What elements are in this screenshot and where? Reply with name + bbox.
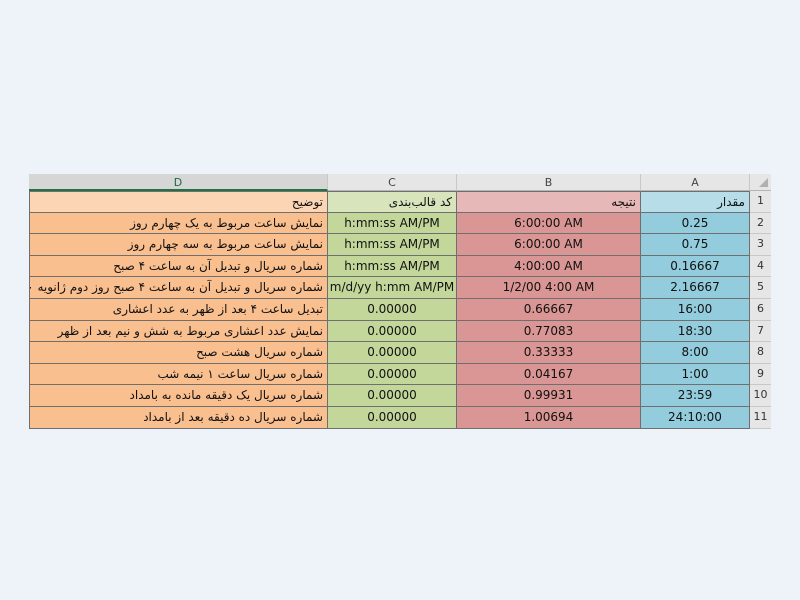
column-header-b[interactable]: B <box>457 174 641 191</box>
cell-c1[interactable]: کد قالب‌بندی <box>328 191 457 213</box>
cell-a1[interactable]: مقدار <box>641 191 750 213</box>
cell-d6[interactable]: تبدیل ساعت ۴ بعد از ظهر به عدد اعشاری <box>29 299 328 321</box>
cell-c2[interactable]: h:mm:ss AM/PM <box>328 212 457 235</box>
cell-a3[interactable]: 0.75 <box>641 234 750 256</box>
row-header-11[interactable]: 11 <box>750 407 771 429</box>
cell-c10[interactable]: 0.00000 <box>328 385 457 407</box>
column-header-a[interactable]: A <box>641 174 750 191</box>
cell-d10[interactable]: شماره سریال یک دقیقه مانده به بامداد <box>29 385 328 407</box>
cell-b4[interactable]: 4:00:00 AM <box>457 255 641 278</box>
cell-c7[interactable]: 0.00000 <box>328 320 457 343</box>
cell-a9[interactable]: 1:00 <box>641 363 750 386</box>
cell-a8[interactable]: 8:00 <box>641 342 750 364</box>
cell-b3[interactable]: 6:00:00 AM <box>457 234 641 256</box>
row-header-10[interactable]: 10 <box>750 385 771 407</box>
cell-d7[interactable]: نمایش عدد اعشاری مربوط به شش و نیم بعد ا… <box>29 320 328 343</box>
cell-b11[interactable]: 1.00694 <box>457 407 641 429</box>
row-header-9[interactable]: 9 <box>750 363 771 386</box>
cell-b7[interactable]: 0.77083 <box>457 320 641 343</box>
cell-b9[interactable]: 0.04167 <box>457 363 641 386</box>
row-header-1[interactable]: 1 <box>750 191 771 213</box>
row-header-8[interactable]: 8 <box>750 342 771 364</box>
cell-a2[interactable]: 0.25 <box>641 212 750 235</box>
row-header-5[interactable]: 5 <box>750 277 771 299</box>
cell-a10[interactable]: 23:59 <box>641 385 750 407</box>
cell-c6[interactable]: 0.00000 <box>328 299 457 321</box>
cell-c11[interactable]: 0.00000 <box>328 407 457 429</box>
cell-a7[interactable]: 18:30 <box>641 320 750 343</box>
cell-b6[interactable]: 0.66667 <box>457 299 641 321</box>
cell-c3[interactable]: h:mm:ss AM/PM <box>328 234 457 256</box>
cell-a6[interactable]: 16:00 <box>641 299 750 321</box>
row-header-7[interactable]: 7 <box>750 320 771 343</box>
cell-b1[interactable]: نتیجه <box>457 191 641 213</box>
cell-d11[interactable]: شماره سریال ده دقیقه بعد از بامداد <box>29 407 328 429</box>
cell-b2[interactable]: 6:00:00 AM <box>457 212 641 235</box>
cell-c4[interactable]: h:mm:ss AM/PM <box>328 255 457 278</box>
cell-b5[interactable]: 1/2/00 4:00 AM <box>457 277 641 299</box>
column-header-d[interactable]: D <box>29 174 328 191</box>
row-header-2[interactable]: 2 <box>750 212 771 235</box>
cell-d5[interactable]: شماره سریال و تبدیل آن به ساعت ۴ صبح روز… <box>29 277 328 299</box>
cell-c8[interactable]: 0.00000 <box>328 342 457 364</box>
cell-a4[interactable]: 0.16667 <box>641 255 750 278</box>
row-header-3[interactable]: 3 <box>750 234 771 256</box>
cell-d4[interactable]: شماره سریال و تبدیل آن به ساعت ۴ صبح <box>29 255 328 278</box>
cell-b8[interactable]: 0.33333 <box>457 342 641 364</box>
spreadsheet-grid: D C B A توضیح کد قالب‌بندی نتیجه مقدار 1 نمای… <box>29 174 771 429</box>
cell-d8[interactable]: شماره سریال هشت صبح <box>29 342 328 364</box>
cell-d1[interactable]: توضیح <box>29 191 328 213</box>
cell-c5[interactable]: m/d/yy h:mm AM/PM <box>328 277 457 299</box>
cell-a5[interactable]: 2.16667 <box>641 277 750 299</box>
select-all-corner[interactable] <box>750 174 771 191</box>
cell-d3[interactable]: نمایش ساعت مربوط به سه چهارم روز <box>29 234 328 256</box>
row-header-4[interactable]: 4 <box>750 255 771 278</box>
cell-d9[interactable]: شماره سریال ساعت ۱ نیمه شب <box>29 363 328 386</box>
cell-d2[interactable]: نمایش ساعت مربوط به یک چهارم روز <box>29 212 328 235</box>
cell-a11[interactable]: 24:10:00 <box>641 407 750 429</box>
select-all-triangle-icon <box>759 178 768 187</box>
column-header-c[interactable]: C <box>328 174 457 191</box>
cell-b10[interactable]: 0.99931 <box>457 385 641 407</box>
row-header-6[interactable]: 6 <box>750 299 771 321</box>
cell-c9[interactable]: 0.00000 <box>328 363 457 386</box>
